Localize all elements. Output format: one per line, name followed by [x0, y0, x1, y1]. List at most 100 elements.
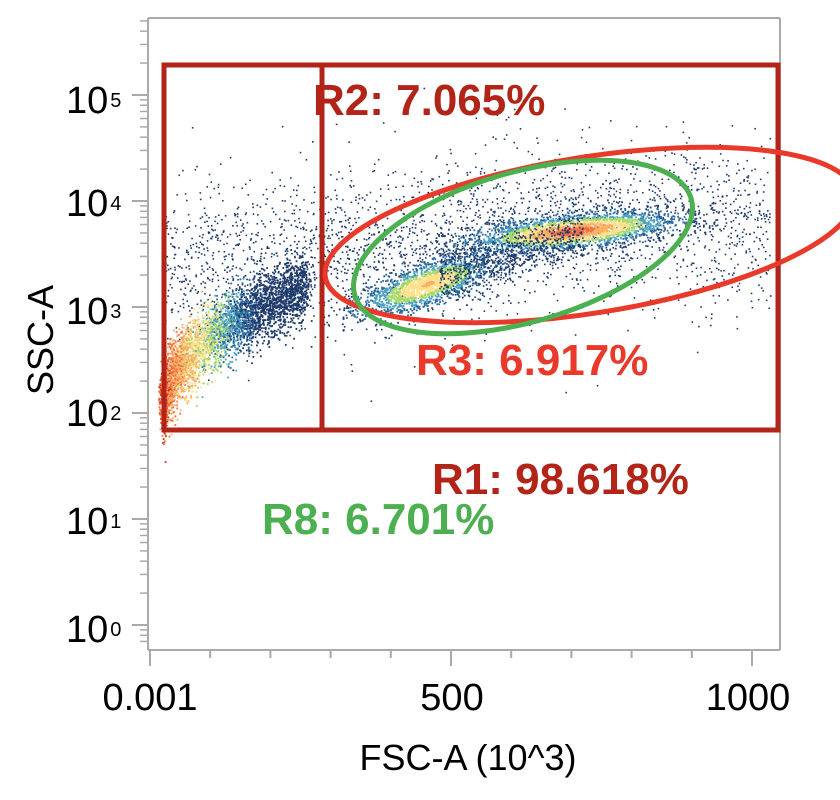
event-point [399, 245, 401, 247]
event-point [730, 258, 732, 260]
event-point [255, 309, 257, 311]
event-point [666, 204, 669, 207]
event-point [373, 268, 376, 270]
event-point [252, 297, 255, 299]
event-point [416, 239, 419, 242]
event-point [717, 212, 720, 214]
event-point [660, 231, 662, 233]
event-point [234, 214, 236, 217]
event-point [281, 306, 284, 309]
event-point [248, 246, 251, 248]
event-point [552, 190, 555, 193]
event-point [277, 315, 279, 318]
event-point [237, 278, 239, 281]
event-point [390, 322, 392, 325]
event-point [488, 190, 491, 193]
event-point [623, 257, 625, 259]
event-point [191, 307, 193, 309]
event-point [658, 247, 661, 249]
event-point [679, 266, 682, 268]
event-point [259, 325, 261, 328]
event-point [186, 300, 189, 302]
event-point [291, 290, 294, 293]
event-point [357, 254, 360, 256]
event-point [217, 319, 220, 321]
event-point [169, 338, 172, 340]
event-point [241, 283, 244, 286]
event-point [190, 325, 193, 328]
event-point [271, 207, 274, 210]
event-point [211, 300, 214, 303]
event-point [457, 199, 460, 202]
event-point [346, 278, 348, 281]
event-point [323, 235, 326, 237]
event-point [210, 297, 212, 300]
event-point [267, 287, 270, 290]
event-point [657, 206, 659, 209]
event-point [219, 354, 222, 357]
event-point [589, 199, 592, 202]
event-point [244, 317, 247, 319]
event-point [286, 265, 289, 268]
event-point [237, 313, 240, 316]
event-point [685, 180, 688, 182]
event-point [314, 257, 316, 259]
event-point [214, 364, 217, 367]
event-point [250, 323, 253, 326]
event-point [606, 249, 608, 251]
event-point [272, 316, 275, 318]
event-point [268, 346, 271, 348]
event-point [223, 313, 225, 315]
event-point [228, 322, 231, 325]
event-point [211, 346, 214, 349]
event-point [179, 280, 181, 283]
event-point [279, 179, 281, 181]
event-point [763, 213, 765, 215]
event-point [728, 273, 730, 275]
event-point [719, 144, 721, 146]
event-point [471, 198, 474, 200]
event-point [741, 236, 744, 238]
event-point [602, 258, 605, 261]
event-point [265, 332, 268, 335]
event-point [235, 244, 237, 247]
event-point [174, 266, 176, 269]
event-point [513, 210, 515, 212]
event-point [206, 220, 208, 223]
event-point [171, 237, 173, 239]
event-point [223, 255, 226, 258]
event-point [680, 248, 682, 250]
event-point [204, 221, 206, 223]
event-point [176, 194, 179, 196]
event-point [226, 348, 229, 351]
event-point [440, 248, 443, 250]
event-point [767, 218, 770, 221]
event-point [602, 147, 604, 150]
event-point [404, 257, 407, 260]
event-point [210, 341, 213, 343]
event-point [583, 254, 585, 256]
event-point [220, 371, 222, 374]
event-point [285, 248, 288, 251]
event-point [170, 359, 173, 361]
event-point [195, 274, 197, 276]
event-point [178, 345, 180, 348]
event-point [185, 371, 188, 374]
event-point [502, 189, 504, 191]
event-point [698, 209, 700, 212]
event-point [718, 165, 721, 168]
event-point [188, 268, 191, 270]
event-point [172, 359, 174, 362]
event-point [750, 300, 753, 303]
event-point [232, 259, 234, 261]
event-point [453, 261, 456, 264]
event-point [355, 263, 357, 265]
event-point [233, 299, 236, 301]
event-point [481, 167, 483, 170]
event-point [254, 326, 256, 329]
event-point [166, 255, 169, 258]
event-point [685, 142, 688, 144]
event-point [227, 294, 230, 297]
event-point [674, 255, 676, 257]
event-point [294, 292, 297, 294]
